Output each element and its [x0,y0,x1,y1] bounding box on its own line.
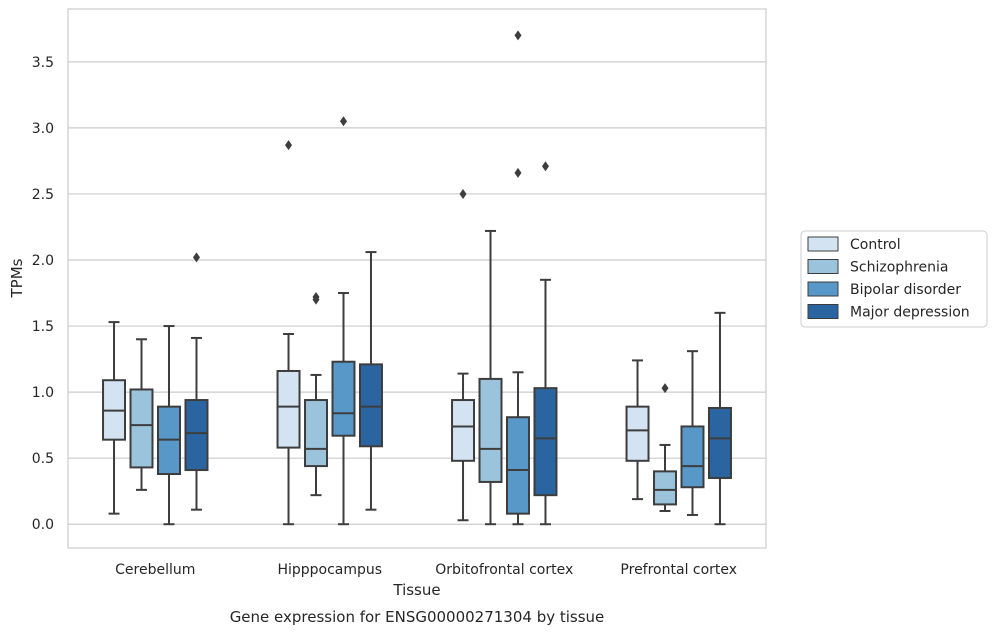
x-tick-label: Prefrontal cortex [620,562,737,578]
box-iqr [680,425,705,489]
legend-swatch [807,236,839,252]
box-major-depression [184,252,209,511]
box-control [625,359,650,501]
outlier-point [514,167,522,178]
box-major-depression [707,311,732,526]
box-iqr [304,399,329,468]
y-tick-label: 2.5 [32,187,54,203]
box-schizophrenia [653,383,678,513]
x-tick-label: Cerebellum [115,562,195,578]
box-schizophrenia [478,229,503,526]
box-iqr [184,399,209,472]
x-tick-label: Orbitofrontal cortex [435,562,573,578]
y-tick-label: 0.5 [32,451,54,467]
y-tick-label: 1.0 [32,385,54,401]
legend-label: Bipolar disorder [850,282,961,298]
legend-swatch [807,281,839,297]
box-iqr [478,377,503,483]
figure-caption: Gene expression for ENSG00000271304 by t… [230,608,605,626]
outlier-point [661,383,669,394]
box-schizophrenia [129,338,154,491]
box-bipolar-disorder [505,30,530,526]
y-tick-label: 1.5 [32,319,54,335]
box-major-depression [358,251,383,511]
x-tick-labels: Cerebellum Hipppocampus Orbitofrontal cort… [115,562,737,578]
box-major-depression [533,161,558,526]
box-iqr [451,399,476,462]
box-bipolar-disorder [156,325,181,526]
outlier-point [514,30,522,41]
y-axis-label: TPMs [8,258,26,298]
y-tick-label: 0.0 [32,517,54,533]
outlier-point [339,116,347,127]
box-schizophrenia [304,291,329,497]
box-iqr [358,363,383,448]
outlier-point [192,252,200,263]
legend: Control Schizophrenia Bipolar disorder Majo… [800,230,988,328]
box-iqr [276,369,301,449]
legend-frame [800,230,988,328]
boxes-layer [102,30,732,526]
plot-frame [67,8,767,549]
x-axis-label: Tissue [392,581,440,599]
y-tick-labels: 0.0 0.5 1.0 1.5 2.0 2.5 3.0 3.5 [32,55,54,533]
box-iqr [625,405,650,462]
box-iqr [533,387,558,497]
outlier-point [541,161,549,172]
grid-lines [68,61,766,525]
box-bipolar-disorder [331,116,356,526]
y-tick-label: 3.5 [32,55,54,71]
box-iqr [331,360,356,437]
box-iqr [129,388,154,469]
legend-swatch [807,304,839,319]
legend-label: Control [850,237,901,253]
box-control [451,188,476,522]
y-tick-label: 3.0 [32,121,54,137]
outlier-point [459,188,467,199]
box-bipolar-disorder [680,350,705,516]
box-control [276,140,301,526]
outlier-point [312,294,320,305]
y-tick-label: 2.0 [32,253,54,269]
legend-swatch [807,259,839,274]
outlier-point [285,140,293,151]
box-iqr [505,416,530,515]
box-iqr [653,470,678,506]
legend-label: Major depression [850,305,970,321]
x-tick-label: Hipppocampus [277,562,382,578]
legend-label: Schizophrenia [850,260,948,276]
box-iqr [707,406,732,479]
box-control [102,321,127,515]
